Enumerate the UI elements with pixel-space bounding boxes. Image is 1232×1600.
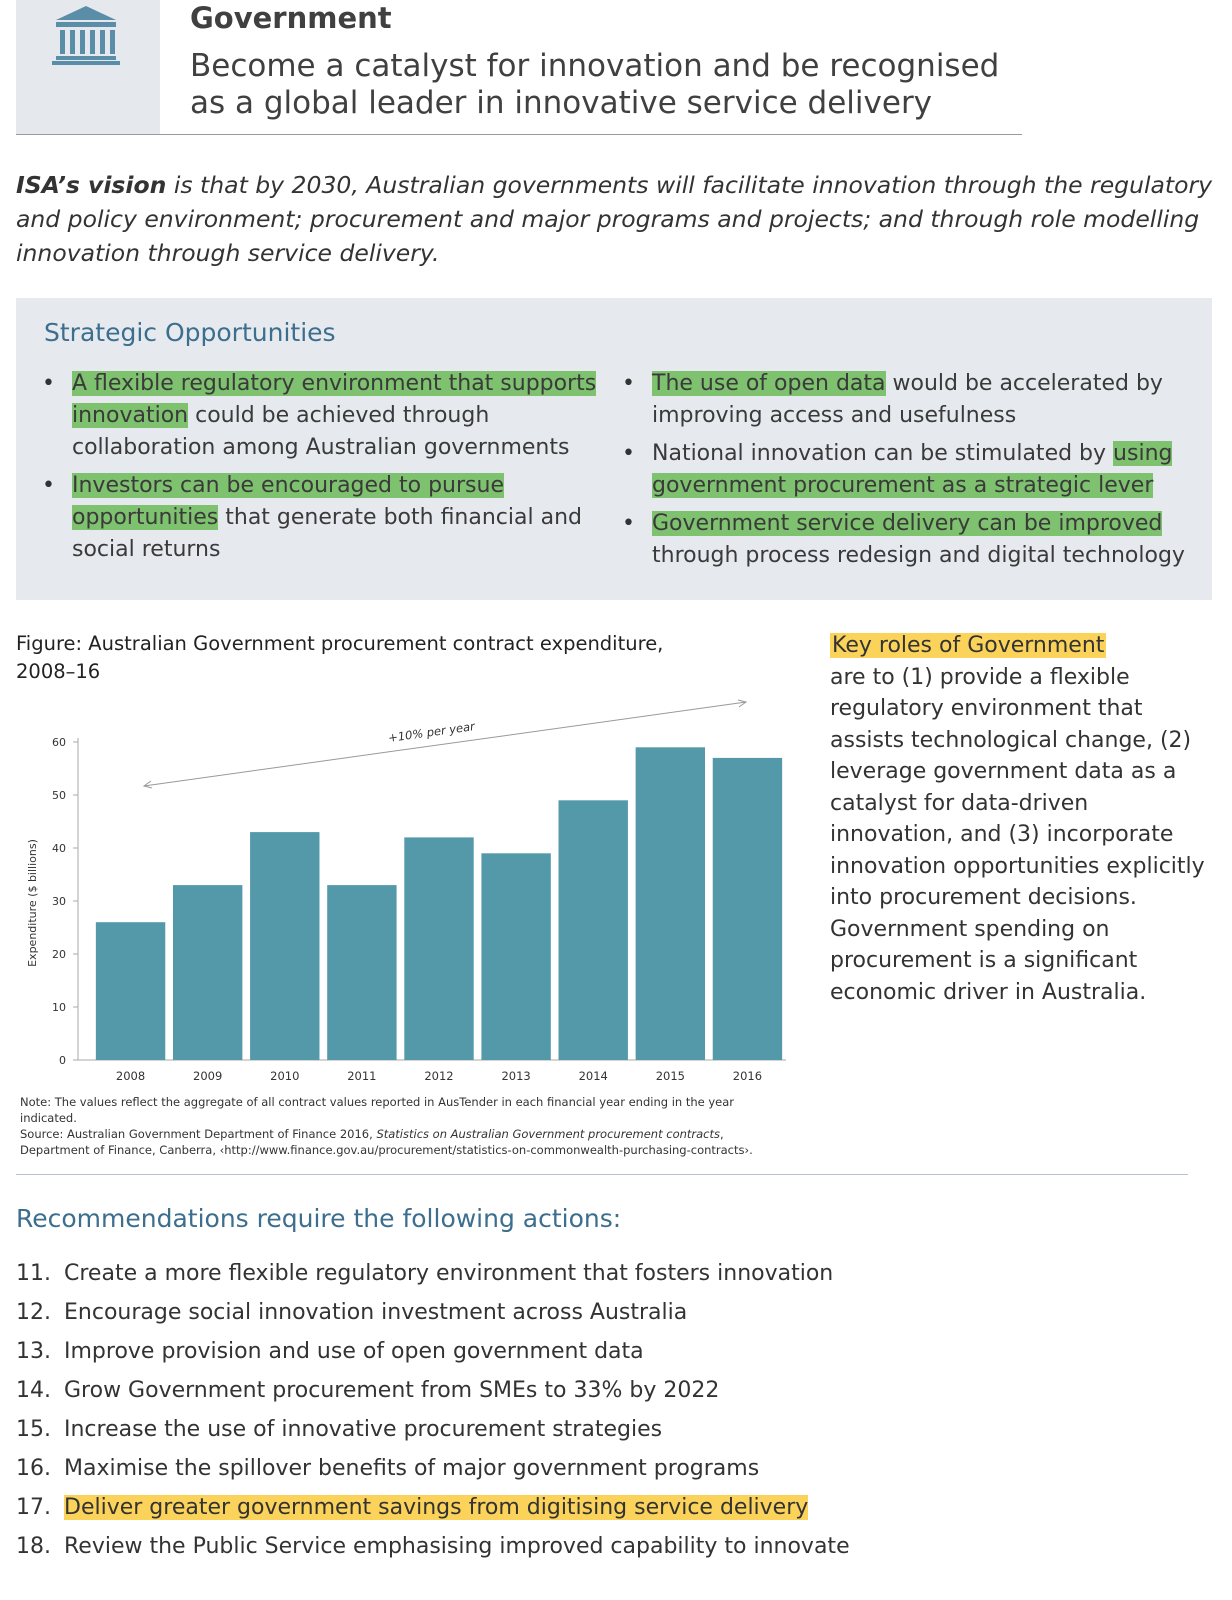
figure-title: Figure: Australian Government procuremen…	[16, 632, 664, 683]
opportunity-text: that generate both financial and social …	[72, 505, 582, 562]
recommendations-list: 11. Create a more flexible regulatory env…	[16, 1258, 850, 1570]
y-tick-label: 20	[52, 948, 66, 961]
recommendation-number: 13.	[16, 1339, 51, 1364]
recommendation-text: Review the Public Service emphasising im…	[64, 1534, 850, 1559]
trend-arrow-head-right	[737, 699, 748, 708]
recommendation-number: 12.	[16, 1300, 51, 1325]
vision-text: is that by 2030, Australian governments …	[16, 171, 1213, 267]
figure-source: Source: Australian Government Department…	[20, 1126, 790, 1158]
section-subtitle: Become a catalyst for innovation and be …	[190, 48, 1010, 122]
bar-2011	[327, 885, 397, 1060]
x-tick-label: 2009	[193, 1069, 222, 1083]
figure-source-post: , Department of Finance, Canberra, ‹http…	[20, 1127, 753, 1157]
bar-2014	[558, 800, 628, 1060]
opportunity-item: The use of open data would be accelerate…	[622, 368, 1202, 432]
recommendation-number: 15.	[16, 1417, 51, 1442]
recommendation-item: 17. Deliver greater government savings fr…	[16, 1492, 850, 1531]
recommendation-item: 14. Grow Government procurement from SMEs…	[16, 1375, 850, 1414]
key-roles-highlight: Key roles of Government	[830, 633, 1107, 658]
recommendation-text: Improve provision and use of open govern…	[64, 1339, 644, 1364]
x-tick-label: 2014	[579, 1069, 608, 1083]
trend-arrow-head-left	[142, 780, 153, 789]
recommendation-text: Increase the use of innovative procureme…	[64, 1417, 663, 1442]
bar-2009	[172, 885, 243, 1060]
x-tick-label: 2013	[501, 1069, 530, 1083]
x-tick-label: 2011	[347, 1069, 376, 1083]
x-tick-label: 2015	[656, 1069, 685, 1083]
opportunity-highlight: Government service delivery can be impro…	[652, 511, 1163, 536]
opportunity-item: Investors can be encouraged to pursue op…	[42, 470, 612, 566]
figure-source-pre: Source: Australian Government Department…	[20, 1127, 377, 1141]
y-axis-label: Expenditure ($ billions)	[26, 839, 39, 967]
bar-2015	[635, 747, 706, 1060]
opportunities-left-list: A flexible regulatory environment that s…	[42, 368, 612, 572]
bar-2013	[481, 853, 551, 1060]
recommendation-number: 16.	[16, 1456, 51, 1481]
recommendation-text: Create a more flexible regulatory enviro…	[64, 1261, 834, 1286]
y-tick-label: 30	[52, 895, 66, 908]
bar-2010	[250, 832, 320, 1060]
bar-2012	[404, 837, 474, 1060]
recommendation-item: 12. Encourage social innovation investmen…	[16, 1297, 850, 1336]
y-tick-label: 40	[52, 842, 66, 855]
x-tick-label: 2016	[733, 1069, 762, 1083]
subtitle-line-1: Become a catalyst for innovation and be …	[190, 48, 1000, 84]
figure-note-text: Note: The values reflect the aggregate o…	[20, 1095, 735, 1125]
opportunity-text: would be accelerated by improving access…	[652, 371, 1163, 428]
recommendation-number: 17.	[16, 1495, 51, 1520]
government-building-icon	[52, 6, 120, 65]
y-tick-label: 60	[52, 736, 66, 749]
opportunity-item: National innovation can be stimulated by…	[622, 438, 1202, 502]
y-tick-label: 50	[52, 789, 66, 802]
opportunities-right-list: The use of open data would be accelerate…	[622, 368, 1202, 578]
section-divider	[16, 1174, 1188, 1175]
opportunity-item: Government service delivery can be impro…	[622, 508, 1202, 572]
vision-statement: ISA’s vision is that by 2030, Australian…	[16, 168, 1216, 270]
recommendation-item: 11. Create a more flexible regulatory env…	[16, 1258, 850, 1297]
recommendation-text: Encourage social innovation investment a…	[64, 1300, 688, 1325]
strategic-opportunities-box: Strategic Opportunities A flexible regul…	[16, 298, 1212, 600]
recommendation-text: Grow Government procurement from SMEs to…	[64, 1378, 720, 1403]
trend-arrow-line	[143, 701, 747, 787]
recommendation-text: Deliver greater government savings from …	[64, 1495, 809, 1520]
header-icon-box	[16, 0, 160, 134]
figure-note: Note: The values reflect the aggregate o…	[20, 1094, 790, 1158]
procurement-bar-chart: 0 10 20 30 40 50 60 Expenditure ($ billions) 200…	[26, 699, 786, 1083]
opportunity-text: could be achieved through collaboration …	[72, 403, 570, 460]
bar-2016	[712, 757, 783, 1060]
section-title: Government	[190, 1, 392, 35]
bar-2008	[95, 922, 166, 1060]
recommendation-item: 16. Maximise the spillover benefits of ma…	[16, 1453, 850, 1492]
recommendation-item: 15. Increase the use of innovative procur…	[16, 1414, 850, 1453]
y-tick-label: 0	[59, 1054, 66, 1067]
opportunity-text-pre: National innovation can be stimulated by	[652, 441, 1114, 466]
vision-lead: ISA’s vision	[16, 171, 167, 199]
y-tick-label: 10	[52, 1001, 66, 1014]
subtitle-line-2: as a global leader in innovative service…	[190, 85, 933, 121]
recommendation-number: 14.	[16, 1378, 51, 1403]
opportunity-highlight: The use of open data	[652, 371, 886, 396]
recommendation-number: 11.	[16, 1261, 51, 1286]
recommendation-item: 13. Improve provision and use of open gov…	[16, 1336, 850, 1375]
x-tick-label: 2012	[424, 1069, 453, 1083]
recommendation-text: Maximise the spillover benefits of major…	[64, 1456, 760, 1481]
figure-source-title: Statistics on Australian Government proc…	[376, 1127, 720, 1141]
x-tick-label: 2008	[116, 1069, 145, 1083]
key-roles-text: are to (1) provide a flexible regulatory…	[830, 664, 1205, 1005]
opportunity-text: through process redesign and digital tec…	[652, 543, 1185, 568]
recommendations-title: Recommendations require the following ac…	[16, 1204, 622, 1233]
opportunities-title: Strategic Opportunities	[44, 318, 336, 347]
key-roles-panel: Key roles of Government are to (1) provi…	[830, 630, 1210, 1008]
x-tick-label: 2010	[270, 1069, 299, 1083]
recommendation-number: 18.	[16, 1534, 51, 1559]
header-divider	[16, 134, 1022, 135]
recommendation-item: 18. Review the Public Service emphasising…	[16, 1531, 850, 1570]
opportunity-item: A flexible regulatory environment that s…	[42, 368, 612, 464]
